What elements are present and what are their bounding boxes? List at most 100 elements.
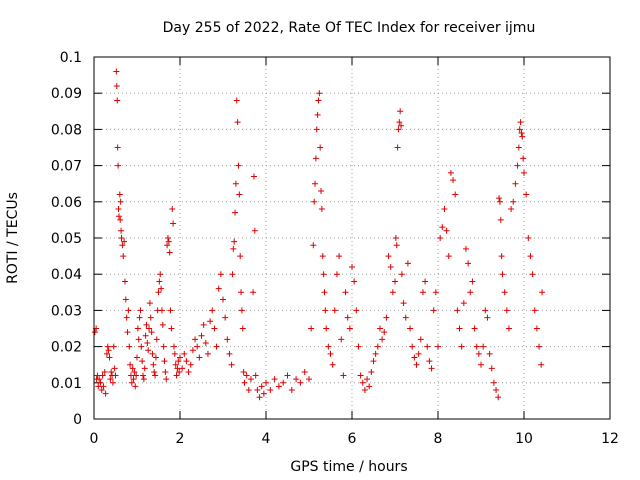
data-point [240,368,247,375]
data-point [167,307,174,314]
data-point [200,321,207,328]
data-point [538,361,545,368]
data-point [112,372,119,379]
data-point [175,358,182,365]
data-point [138,343,145,350]
data-point [147,314,154,321]
data-point [297,379,304,386]
data-point [364,376,371,383]
data-point [344,314,351,321]
data-point [432,289,439,296]
data-point [329,361,336,368]
data-point [437,235,444,241]
data-point [105,347,112,354]
data-point [113,82,120,89]
data-point [351,278,358,285]
data-point [213,343,220,350]
data-point [134,354,140,361]
data-point [170,220,177,227]
data-point [407,325,414,332]
data-point [392,278,398,285]
data-point [520,155,527,162]
data-point [215,285,222,292]
data-point [355,343,362,350]
data-point [111,365,118,372]
data-point [424,343,431,350]
data-point [315,97,322,104]
data-point [493,387,500,394]
data-point [361,387,368,394]
data-point [498,253,505,260]
data-point [419,289,426,296]
data-point [96,376,103,383]
data-point [131,368,138,375]
data-point [342,289,349,296]
data-point [241,379,248,386]
data-point [118,235,125,241]
data-point [245,387,252,394]
data-point [385,253,392,260]
data-point [187,361,194,368]
data-point [514,162,521,169]
data-point [97,379,104,386]
data-point [125,307,132,314]
data-point [135,336,142,343]
data-point [177,354,183,361]
data-point [116,191,123,198]
data-point [166,249,173,256]
data-point [370,358,377,365]
data-point [398,271,405,278]
data-point [508,206,515,213]
y-tick-label: 0.02 [51,340,82,356]
data-point [196,354,203,361]
data-point [445,253,452,260]
data-point [217,271,224,278]
data-point [181,350,188,357]
data-point [127,372,134,379]
data-point [209,307,216,314]
data-point [132,383,139,390]
data-point [133,372,140,379]
data-point [428,365,435,372]
data-point [126,343,133,350]
data-point [486,350,493,357]
data-point [525,235,532,241]
data-point [139,358,146,365]
data-point [220,296,226,303]
data-point [152,354,159,361]
data-point [473,343,480,350]
data-point [211,325,218,332]
data-point [443,227,450,234]
data-point [531,307,538,314]
data-point [308,325,315,332]
data-point [533,325,540,332]
data-point [527,253,534,260]
data-point [250,173,257,180]
x-tick-label: 12 [601,431,619,447]
data-point [150,361,157,368]
data-point [232,180,239,187]
data-point [267,387,274,394]
data-point [311,198,318,205]
data-point [143,321,150,328]
data-point [156,278,163,285]
x-tick-label: 4 [262,431,271,447]
data-point [441,206,448,213]
data-point [465,260,472,267]
data-point [496,195,503,202]
data-point [145,347,152,354]
data-point [100,383,107,390]
data-point [398,122,405,129]
data-point [129,365,136,372]
data-point [130,376,137,383]
data-point [516,126,523,133]
data-point [322,307,329,314]
data-point [148,329,155,336]
data-point [456,325,463,332]
data-point [366,383,373,390]
data-point [284,372,291,379]
data-point [318,187,325,194]
data-point [450,177,457,184]
data-point [153,336,160,343]
